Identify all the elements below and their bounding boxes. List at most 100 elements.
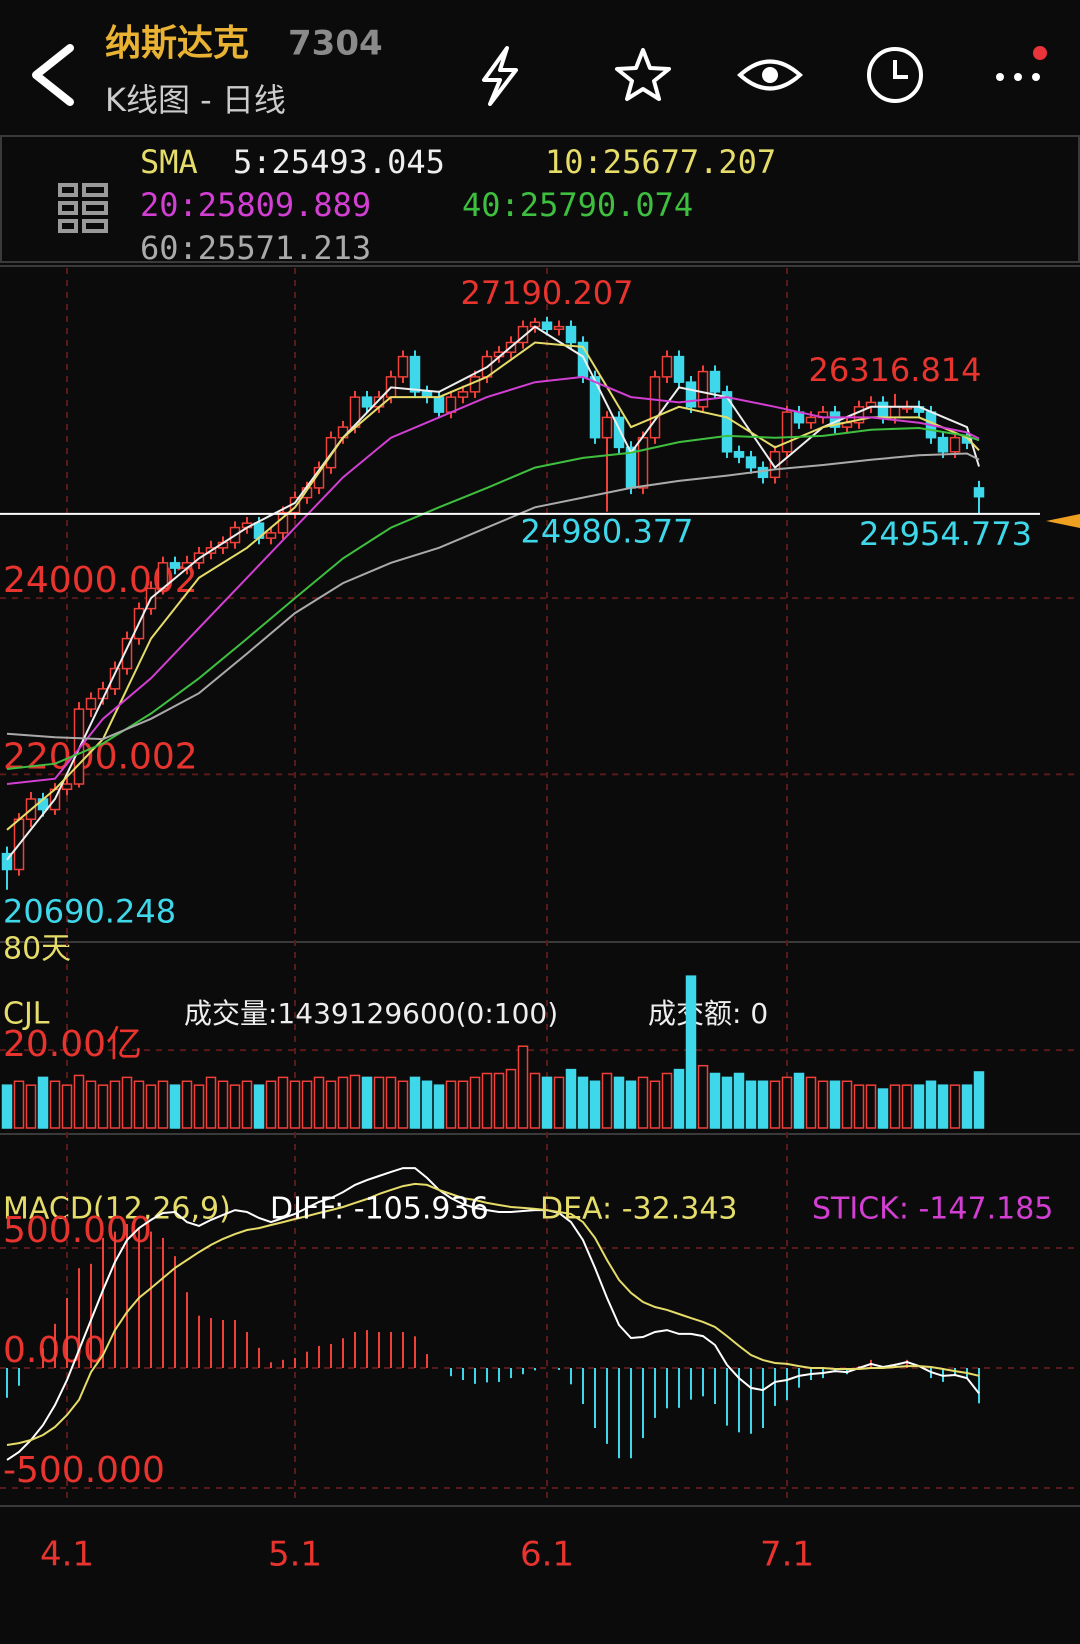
volume-bar: [265, 1080, 277, 1129]
volume-bar: [409, 1076, 421, 1129]
volume-bar: [745, 1080, 757, 1129]
candle-body: [949, 436, 961, 453]
eye-icon[interactable]: [737, 59, 803, 91]
volume-bar: [841, 1080, 853, 1129]
candle-body: [757, 466, 769, 479]
sma-legend: 10:25677.207: [545, 143, 776, 181]
extreme-annotation: 27190.207: [460, 274, 633, 312]
volume-bar: [145, 1084, 157, 1129]
volume-bar: [553, 1076, 565, 1129]
sma-panel: [0, 135, 1080, 263]
icon-cell: [82, 201, 108, 215]
volume-bar: [13, 1080, 25, 1129]
volume-bar: [649, 1080, 661, 1129]
extreme-annotation: 24954.773: [859, 515, 1032, 553]
candle-body: [601, 416, 613, 439]
volume-bar: [373, 1076, 385, 1129]
volume-bar: [157, 1080, 169, 1129]
grid-menu-icon[interactable]: [58, 183, 108, 233]
extreme-annotation: 20690.248: [3, 893, 176, 931]
chart-layer: 4.1 5.1 6.1 7.122000.00224000.00227190.2072…: [0, 268, 1080, 1575]
volume-bar: [853, 1084, 865, 1129]
sma-legend: 20:25809.889: [140, 186, 371, 224]
candle-body: [121, 637, 133, 670]
more-icon[interactable]: [996, 46, 1047, 81]
volume-bar: [505, 1068, 517, 1129]
volume-bar: [25, 1084, 37, 1129]
volume-bar: [205, 1076, 217, 1129]
moving-average-line: [6, 426, 980, 770]
candle-body: [1, 852, 13, 871]
candle-body: [457, 391, 469, 398]
candle-body: [673, 355, 685, 383]
volume-bar: [733, 1072, 745, 1129]
volume-bar: [793, 1072, 805, 1129]
candle-body: [709, 370, 721, 393]
candle-body: [937, 436, 949, 453]
volume-bar: [517, 1045, 529, 1129]
moving-average-line: [6, 375, 980, 785]
volume-value: 成交量:1439129600(0:100): [184, 997, 558, 1030]
candle-body: [889, 406, 901, 419]
candle-body: [541, 321, 553, 331]
volume-bar: [721, 1076, 733, 1129]
title: 纳斯达克: [105, 23, 249, 64]
volume-bar: [361, 1076, 373, 1129]
volume-bar: [481, 1072, 493, 1129]
volume-bar: [889, 1084, 901, 1129]
sma-legend: 60:25571.213: [140, 229, 371, 267]
volume-bar: [661, 1072, 673, 1129]
volume-bar: [685, 975, 697, 1129]
volume-label: CJL: [3, 997, 50, 1032]
candle-body: [445, 396, 457, 413]
volume-bar: [421, 1080, 433, 1129]
volume-bar: [217, 1080, 229, 1129]
amount-value: 成交额: 0: [648, 997, 768, 1030]
candle-body: [409, 355, 421, 393]
candle-body: [553, 325, 565, 331]
volume-bar: [589, 1080, 601, 1129]
y-tick-label: 500.000: [3, 1210, 152, 1251]
volume-bar: [349, 1074, 361, 1129]
icon-cell: [58, 183, 78, 197]
volume-bar: [877, 1088, 889, 1129]
flash-icon[interactable]: [482, 46, 518, 106]
candle-body: [433, 396, 445, 413]
volume-bar: [169, 1084, 181, 1129]
subtitle: K线图 - 日线: [105, 81, 286, 119]
volume-bar: [901, 1084, 913, 1129]
sma-label: SMA: [140, 143, 198, 181]
volume-bar: [493, 1072, 505, 1129]
candle-body: [649, 376, 661, 439]
back-button[interactable]: [32, 44, 74, 106]
volume-bar: [805, 1076, 817, 1129]
volume-bar: [37, 1076, 49, 1129]
moving-average-line: [6, 452, 980, 741]
macd-legend: STICK: -147.185: [812, 1192, 1053, 1227]
extreme-annotation: 26316.814: [808, 351, 981, 389]
eye-pupil: [762, 67, 778, 83]
candle-body: [685, 381, 697, 408]
volume-bar: [229, 1084, 241, 1129]
candle-body: [361, 396, 373, 408]
volume-bar: [121, 1076, 133, 1129]
candle-body: [613, 416, 625, 449]
dot: [1014, 73, 1022, 81]
star-icon[interactable]: [615, 48, 671, 101]
moving-average-line: [6, 341, 980, 831]
y-tick-label: 24000.002: [3, 560, 198, 601]
volume-bar: [949, 1084, 961, 1129]
clock-icon[interactable]: [867, 47, 923, 103]
volume-bar: [433, 1084, 445, 1129]
volume-bar: [637, 1076, 649, 1129]
icon-cell: [82, 219, 108, 233]
candle-body: [517, 325, 529, 344]
x-tick-label: 7.1: [760, 1535, 814, 1575]
volume-bar: [61, 1084, 73, 1129]
volume-bar: [325, 1080, 337, 1129]
x-tick-label: 4.1: [40, 1535, 94, 1575]
candle-body: [781, 411, 793, 453]
candle-body: [469, 376, 481, 393]
